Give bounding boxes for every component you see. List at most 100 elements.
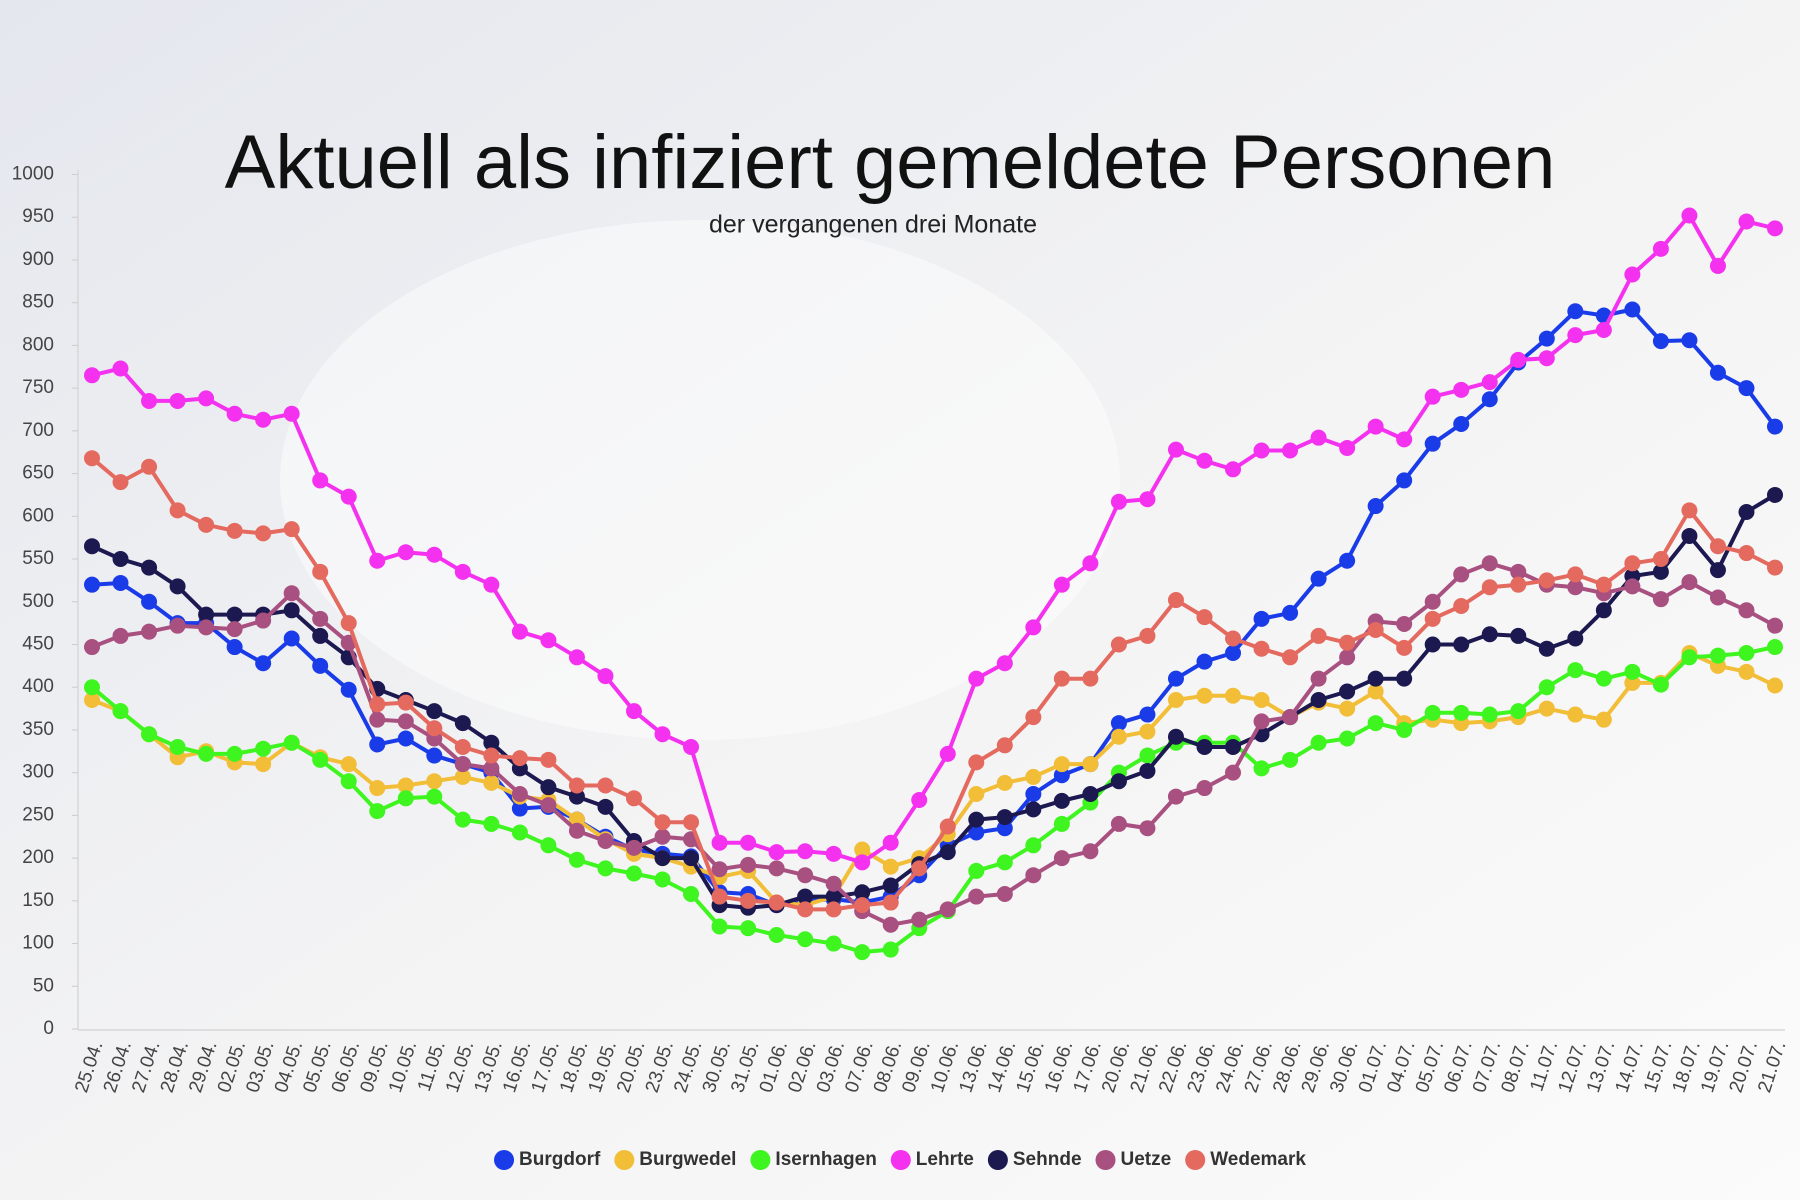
data-point — [511, 750, 528, 767]
data-point — [226, 621, 243, 638]
data-point — [625, 839, 642, 856]
data-point — [1139, 723, 1156, 740]
data-point — [1567, 303, 1584, 320]
data-point — [939, 901, 956, 918]
data-point — [568, 811, 585, 828]
data-point — [654, 814, 671, 831]
data-point — [454, 715, 471, 732]
data-point — [683, 739, 700, 756]
data-point — [1110, 636, 1127, 653]
data-point — [654, 828, 671, 845]
data-point — [454, 563, 471, 580]
data-point — [1167, 692, 1184, 709]
data-point — [540, 751, 557, 768]
legend-item: Isernhagen — [750, 1149, 877, 1170]
y-tick-label: 750 — [22, 377, 54, 398]
data-point — [454, 811, 471, 828]
data-point — [369, 736, 386, 753]
data-point — [1110, 815, 1127, 832]
data-point — [454, 768, 471, 785]
data-point — [825, 845, 842, 862]
data-point — [825, 935, 842, 952]
data-point — [141, 559, 158, 576]
data-point — [1624, 578, 1641, 595]
data-point — [1082, 555, 1099, 572]
data-point — [1738, 380, 1755, 397]
data-point — [625, 865, 642, 882]
legend-label: Uetze — [1121, 1149, 1172, 1170]
data-point — [511, 786, 528, 803]
data-point — [141, 726, 158, 743]
data-point — [1282, 709, 1299, 726]
data-point — [198, 745, 215, 762]
legend-item: Uetze — [1095, 1149, 1172, 1170]
data-point — [1282, 442, 1299, 459]
data-point — [255, 525, 272, 542]
data-point — [1767, 486, 1783, 503]
data-point — [1738, 645, 1755, 662]
data-point — [1025, 867, 1042, 884]
data-point — [369, 803, 386, 820]
data-point — [312, 563, 329, 580]
data-point — [968, 811, 985, 828]
data-point — [141, 392, 158, 409]
data-point — [1738, 504, 1755, 521]
data-point — [882, 916, 899, 933]
data-point — [1424, 636, 1441, 653]
legend-label: Wedemark — [1210, 1149, 1306, 1170]
data-point — [1481, 555, 1498, 572]
data-point — [1595, 711, 1612, 728]
data-point — [84, 450, 100, 467]
data-point — [740, 856, 757, 873]
data-point — [996, 737, 1013, 754]
data-point — [1282, 604, 1299, 621]
data-point — [1139, 762, 1156, 779]
y-tick-label: 300 — [22, 762, 54, 783]
y-tick-label: 650 — [22, 463, 54, 484]
data-point — [426, 720, 443, 737]
data-point — [540, 632, 557, 649]
data-point — [255, 411, 272, 428]
data-point — [255, 740, 272, 757]
legend-item: Lehrte — [890, 1149, 974, 1170]
data-point — [683, 850, 700, 867]
data-point — [1652, 240, 1669, 257]
data-point — [1652, 563, 1669, 580]
data-point — [1738, 545, 1755, 562]
data-point — [740, 834, 757, 851]
data-point — [112, 474, 129, 491]
data-point — [854, 897, 871, 914]
data-point — [1424, 593, 1441, 610]
data-point — [1225, 764, 1242, 781]
data-point — [597, 833, 614, 850]
data-point — [968, 670, 985, 687]
data-point — [1510, 703, 1527, 720]
data-point — [968, 754, 985, 771]
legend: Burgdorf Burgwedel Isernhagen Lehrte Sehnde U… — [494, 1149, 1306, 1170]
data-point — [1538, 572, 1555, 589]
y-tick-label: 600 — [22, 505, 54, 526]
data-point — [1339, 683, 1356, 700]
data-point — [312, 627, 329, 644]
data-point — [1681, 574, 1698, 591]
data-point — [1167, 788, 1184, 805]
data-point — [397, 544, 414, 561]
data-point — [1053, 756, 1070, 773]
data-point — [1367, 683, 1384, 700]
data-point — [654, 850, 671, 867]
data-point — [1595, 602, 1612, 619]
data-point — [1167, 441, 1184, 458]
chart-title: Aktuell als infiziert gemeldete Personen — [225, 120, 1556, 205]
data-point — [1424, 435, 1441, 452]
y-tick-label: 850 — [22, 292, 54, 313]
data-point — [1196, 609, 1213, 626]
data-point — [1396, 472, 1413, 489]
data-point — [1196, 653, 1213, 670]
data-point — [1053, 815, 1070, 832]
y-tick-label: 700 — [22, 420, 54, 441]
data-point — [426, 788, 443, 805]
data-point — [84, 679, 100, 696]
data-point — [1167, 670, 1184, 687]
data-point — [1595, 576, 1612, 593]
data-point — [1481, 374, 1498, 391]
